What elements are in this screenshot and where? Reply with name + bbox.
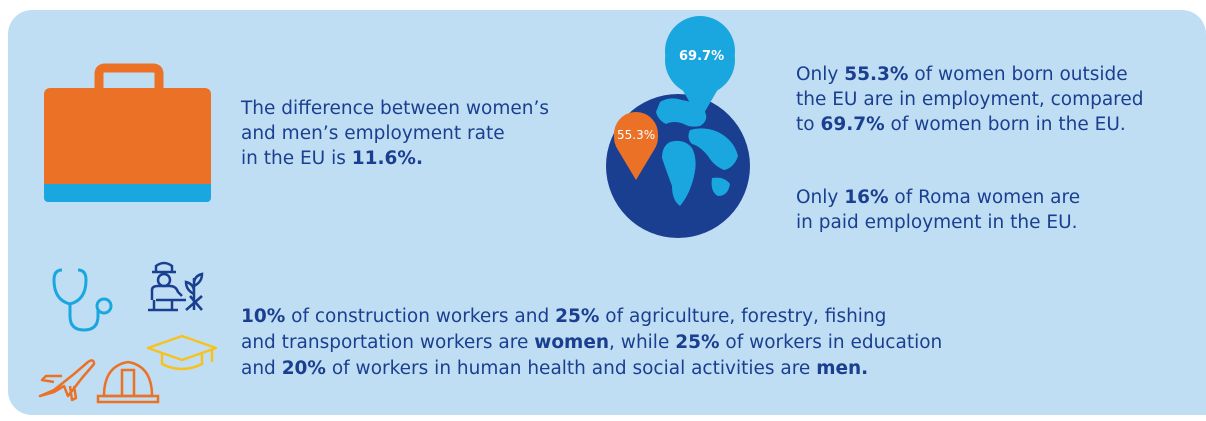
employment-gap-line-3-text: in the EU is — [241, 148, 352, 169]
migrant-line-1-b: of women born outside — [908, 64, 1128, 85]
roma-line-1-b: of Roma women are — [888, 187, 1081, 208]
eu-rate-value: 69.7% — [820, 114, 885, 135]
infographic-panel — [8, 10, 1206, 415]
migrant-line-3: to 69.7% of women born in the EU. — [796, 112, 1144, 137]
roma-employment-text: Only 16% of Roma women are in paid emplo… — [796, 185, 1080, 235]
occupation-line-2-a: and transportation workers are — [241, 332, 535, 353]
hard-hat-icon — [96, 360, 160, 404]
migrant-line-1-a: Only — [796, 64, 845, 85]
occupation-gender-text: 10% of construction workers and 25% of a… — [241, 304, 942, 382]
employment-gap-line-3: in the EU is 11.6%. — [241, 146, 549, 171]
occupation-line-1-b: of agriculture, forestry, fishing — [599, 306, 887, 327]
agriculture-share: 25% — [555, 306, 600, 327]
occupation-line-3: and 20% of workers in human health and s… — [241, 356, 942, 382]
employment-gap-line-2: and men’s employment rate — [241, 123, 505, 144]
graduation-cap-icon — [146, 334, 218, 371]
roma-line-1-a: Only — [796, 187, 845, 208]
employment-gap-text: The difference between women’s and men’s… — [241, 96, 549, 171]
construction-share: 10% — [241, 306, 286, 327]
occupation-line-1-a: of construction workers and — [285, 306, 556, 327]
roma-rate-value: 16% — [844, 187, 889, 208]
eu-map-pin-icon — [665, 15, 735, 120]
women-word: women — [534, 332, 610, 353]
stethoscope-icon — [52, 268, 113, 332]
occupation-line-2: and transportation workers are women, wh… — [241, 330, 942, 356]
health-share: 20% — [281, 358, 326, 379]
non-eu-rate-value: 55.3% — [844, 64, 909, 85]
education-share: 25% — [675, 332, 720, 353]
occupation-line-3-b: of workers in human health and social ac… — [325, 358, 817, 379]
roma-line-2: in paid employment in the EU. — [796, 212, 1078, 233]
men-word: men. — [816, 358, 869, 379]
employment-gap-value: 11.6%. — [351, 148, 423, 169]
migrant-line-1: Only 55.3% of women born outside — [796, 62, 1144, 87]
occupation-line-2-c: of workers in education — [719, 332, 943, 353]
occupation-line-1: 10% of construction workers and 25% of a… — [241, 304, 942, 330]
briefcase-icon — [44, 63, 211, 202]
roma-line-1: Only 16% of Roma women are — [796, 185, 1080, 210]
non-eu-map-pin-icon — [614, 112, 658, 180]
farmer-icon — [148, 261, 204, 312]
occupation-line-3-a: and — [241, 358, 282, 379]
employment-gap-line-1: The difference between women’s — [241, 98, 550, 119]
occupation-line-2-b: , while — [609, 332, 676, 353]
airplane-icon — [38, 359, 96, 402]
migrant-line-2: the EU are in employment, compared — [796, 89, 1144, 110]
migrant-line-3-a: to — [796, 114, 821, 135]
migrant-line-3-b: of women born in the EU. — [884, 114, 1126, 135]
non-eu-pin-label: 55.3% — [617, 128, 656, 142]
eu-pin-label: 69.7% — [679, 49, 725, 64]
migrant-employment-text: Only 55.3% of women born outside the EU … — [796, 62, 1144, 137]
globe-icon — [606, 15, 750, 238]
